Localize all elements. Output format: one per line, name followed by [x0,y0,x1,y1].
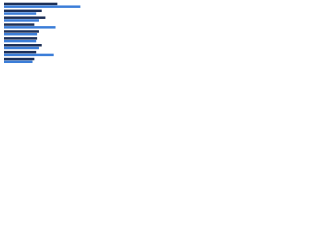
bar [4,30,39,33]
bar [4,37,38,40]
bar [4,50,37,54]
bar [4,57,35,61]
bar [4,16,46,19]
page: {"chart_data": {"type": "bar", "orientat… [0,0,320,71]
bar [4,19,39,22]
bar [4,12,37,15]
chart [4,2,81,64]
bar [4,44,42,47]
bar [4,33,38,36]
bar [4,46,39,50]
bar [4,26,56,29]
bar [4,53,54,57]
bar [4,9,42,13]
bar [4,39,37,43]
bar [4,5,81,8]
bar [4,60,33,64]
bar [4,2,58,6]
bar [4,23,35,26]
